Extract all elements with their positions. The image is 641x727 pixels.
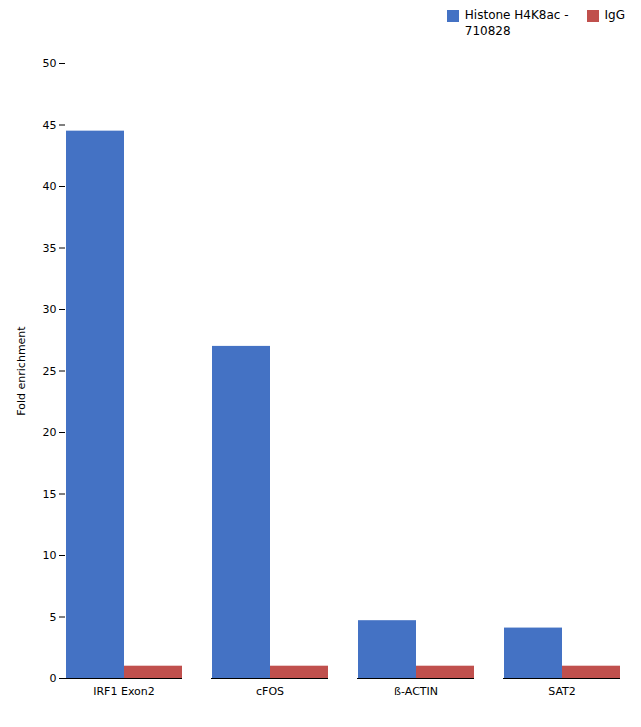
svg-text:50: 50 <box>43 57 57 70</box>
svg-text:35: 35 <box>43 242 57 255</box>
svg-text:5: 5 <box>50 611 57 624</box>
svg-text:ß-ACTIN: ß-ACTIN <box>394 685 438 698</box>
svg-text:cFOS: cFOS <box>256 685 284 698</box>
svg-text:20: 20 <box>43 426 57 439</box>
svg-text:30: 30 <box>43 303 57 316</box>
svg-text:25: 25 <box>43 365 57 378</box>
svg-text:SAT2: SAT2 <box>548 685 576 698</box>
svg-text:10: 10 <box>43 549 57 562</box>
svg-text:40: 40 <box>43 180 57 193</box>
html-text:Histone H4K8ac - 710828: Histone H4K8ac - 710828 <box>464 8 569 38</box>
svg-text:Fold enrichment: Fold enrichment <box>15 326 28 416</box>
svg-text:IRF1 Exon2: IRF1 Exon2 <box>93 685 155 698</box>
svg-text:15: 15 <box>43 488 57 501</box>
svg-text:45: 45 <box>43 119 57 132</box>
svg-text:0: 0 <box>50 672 57 685</box>
html-text:IgG: IgG <box>604 8 625 22</box>
